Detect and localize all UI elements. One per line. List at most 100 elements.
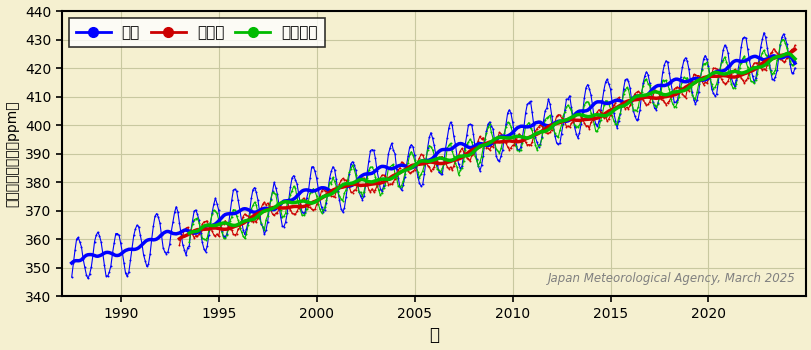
Point bbox=[380, 176, 393, 181]
Point bbox=[384, 181, 397, 187]
Point bbox=[500, 144, 513, 150]
Point bbox=[515, 135, 528, 140]
Point bbox=[408, 158, 421, 163]
Point bbox=[442, 142, 455, 148]
Point bbox=[389, 173, 402, 178]
Point bbox=[673, 75, 686, 80]
Point bbox=[225, 214, 238, 220]
Point bbox=[406, 152, 419, 158]
Point bbox=[344, 166, 357, 172]
Point bbox=[539, 130, 552, 136]
Point bbox=[200, 235, 213, 240]
Point bbox=[97, 250, 109, 256]
Point bbox=[457, 159, 470, 164]
Point bbox=[421, 145, 434, 150]
Point bbox=[778, 40, 791, 46]
Point bbox=[610, 121, 623, 127]
Point bbox=[307, 207, 320, 213]
Point bbox=[517, 133, 530, 139]
Point bbox=[670, 98, 683, 103]
Point bbox=[760, 62, 773, 68]
Point bbox=[440, 146, 453, 151]
Point bbox=[468, 147, 481, 152]
Point bbox=[568, 114, 581, 119]
Point bbox=[316, 208, 329, 213]
Point bbox=[659, 102, 672, 107]
Point bbox=[71, 234, 84, 240]
Point bbox=[727, 84, 740, 89]
Point bbox=[775, 37, 787, 43]
Point bbox=[592, 118, 605, 124]
Point bbox=[207, 207, 220, 213]
Point bbox=[474, 163, 487, 168]
Point bbox=[352, 178, 365, 184]
Point bbox=[479, 128, 492, 134]
Point bbox=[597, 103, 610, 108]
Point bbox=[461, 122, 474, 128]
Point bbox=[708, 66, 721, 71]
Point bbox=[727, 67, 740, 72]
Point bbox=[358, 181, 371, 187]
Point bbox=[307, 186, 320, 191]
Point bbox=[391, 175, 404, 181]
Point bbox=[628, 113, 641, 119]
Point bbox=[724, 81, 737, 87]
Point bbox=[358, 182, 371, 188]
Point bbox=[512, 131, 525, 136]
Point bbox=[723, 73, 736, 78]
Point bbox=[360, 169, 373, 175]
Point bbox=[349, 187, 362, 193]
Point bbox=[217, 235, 230, 241]
Point bbox=[654, 97, 667, 102]
Point bbox=[228, 207, 241, 213]
Point bbox=[281, 201, 294, 206]
Point bbox=[718, 54, 731, 60]
Point bbox=[168, 210, 181, 215]
Point bbox=[388, 151, 401, 156]
Point bbox=[114, 240, 127, 246]
Point bbox=[370, 168, 383, 174]
Point bbox=[230, 213, 242, 219]
Point bbox=[108, 240, 121, 246]
Point bbox=[719, 80, 732, 86]
Point bbox=[313, 197, 326, 202]
Point bbox=[255, 205, 268, 211]
Point bbox=[427, 142, 440, 148]
Point bbox=[723, 63, 736, 69]
Point bbox=[148, 214, 161, 219]
Point bbox=[118, 260, 131, 266]
Point bbox=[775, 34, 787, 40]
Point bbox=[551, 141, 564, 147]
Point bbox=[400, 164, 413, 170]
Point bbox=[238, 211, 251, 217]
Point bbox=[528, 129, 541, 134]
Point bbox=[328, 167, 341, 172]
Point bbox=[388, 176, 401, 182]
Point bbox=[713, 72, 726, 78]
Point bbox=[659, 77, 672, 83]
Point bbox=[773, 57, 786, 62]
Point bbox=[423, 164, 436, 169]
Point bbox=[739, 59, 752, 65]
Point bbox=[386, 148, 399, 153]
Point bbox=[672, 85, 684, 91]
Point bbox=[92, 233, 105, 238]
Point bbox=[624, 98, 637, 104]
Point bbox=[199, 237, 212, 243]
Point bbox=[81, 276, 94, 281]
Point bbox=[463, 136, 476, 142]
Point bbox=[483, 121, 496, 126]
Point bbox=[295, 212, 308, 218]
Point bbox=[161, 249, 174, 254]
Point bbox=[500, 119, 513, 125]
Point bbox=[739, 78, 752, 83]
Point bbox=[587, 114, 600, 120]
Point bbox=[521, 120, 534, 125]
Point bbox=[437, 161, 450, 166]
Point bbox=[231, 226, 244, 231]
Point bbox=[523, 142, 536, 148]
Point bbox=[615, 102, 628, 107]
Point bbox=[357, 189, 370, 194]
Point bbox=[693, 76, 706, 82]
Point bbox=[512, 147, 525, 153]
